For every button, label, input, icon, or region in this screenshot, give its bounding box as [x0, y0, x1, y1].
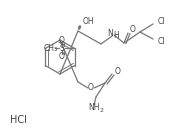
Text: O: O [59, 36, 65, 45]
Text: O: O [130, 26, 136, 34]
Text: O: O [88, 83, 94, 92]
Text: CH₃: CH₃ [44, 44, 58, 53]
Text: OH: OH [82, 18, 94, 26]
Text: O: O [59, 52, 65, 61]
Text: 2: 2 [99, 108, 103, 113]
Text: NH: NH [88, 103, 100, 113]
Text: O: O [115, 67, 121, 75]
Text: Cl: Cl [157, 17, 165, 26]
Text: HCl: HCl [10, 115, 26, 125]
Text: Cl: Cl [157, 37, 165, 47]
Text: H: H [113, 31, 119, 40]
Text: S: S [59, 44, 64, 53]
Text: N: N [107, 29, 113, 37]
